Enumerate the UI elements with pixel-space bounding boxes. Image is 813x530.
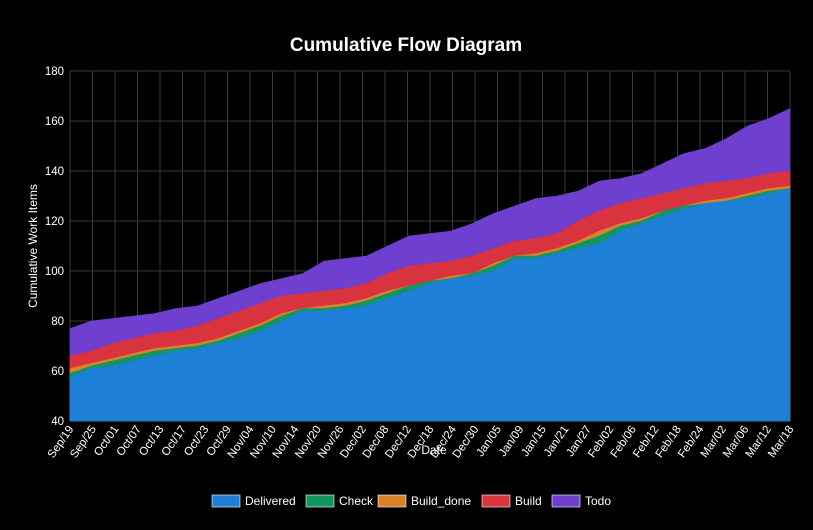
y-tick-label: 80 xyxy=(51,316,64,328)
y-tick-label: 120 xyxy=(45,216,64,228)
y-tick-label: 180 xyxy=(45,66,64,78)
legend: Delivered Check Build_done Build Todo xyxy=(211,494,611,508)
y-tick-label: 100 xyxy=(45,266,64,278)
legend-swatch-build xyxy=(481,494,511,508)
legend-swatch-build-done xyxy=(377,494,407,508)
area-series-group xyxy=(69,108,791,422)
x-axis-label: Date xyxy=(421,443,447,457)
y-tick-label: 160 xyxy=(45,116,64,128)
y-axis-label: Cumulative Work Items xyxy=(26,184,40,308)
legend-label-delivered: Delivered xyxy=(245,494,296,508)
chart-title: Cumulative Flow Diagram xyxy=(290,35,522,56)
legend-label-build: Build xyxy=(515,494,542,508)
legend-label-build-done: Build_done xyxy=(411,494,471,508)
legend-swatch-todo xyxy=(551,494,581,508)
legend-label-check: Check xyxy=(339,494,374,508)
legend-swatch-check xyxy=(305,494,335,508)
area-series-delivered xyxy=(69,188,791,422)
y-tick-label: 60 xyxy=(51,366,64,378)
y-axis-ticks: 40 60 80 100 120 140 160 180 xyxy=(45,66,64,428)
y-tick-label: 40 xyxy=(51,416,64,428)
legend-label-todo: Todo xyxy=(585,494,611,508)
y-tick-label: 140 xyxy=(45,166,64,178)
legend-swatch-delivered xyxy=(211,494,241,508)
